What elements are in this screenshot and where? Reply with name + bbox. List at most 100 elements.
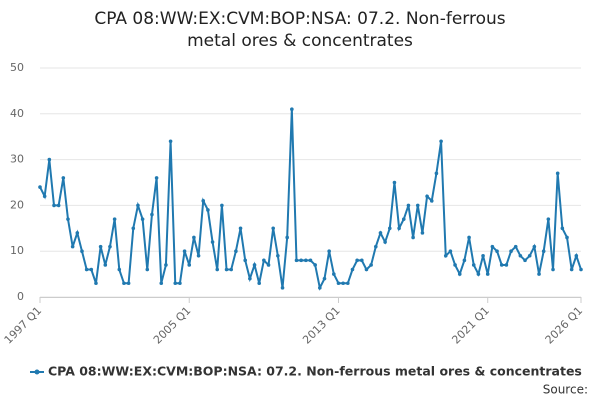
point xyxy=(527,253,532,258)
x-tick-label: 2013 Q1 xyxy=(300,304,343,347)
point xyxy=(206,208,210,212)
point xyxy=(485,272,490,276)
point xyxy=(406,203,411,208)
x-tick-label: 2021 Q1 xyxy=(449,304,492,347)
point xyxy=(182,249,187,253)
point xyxy=(574,253,579,258)
point xyxy=(355,258,359,263)
point xyxy=(201,199,206,203)
point xyxy=(56,203,61,208)
point xyxy=(471,263,476,267)
point xyxy=(280,286,285,290)
point xyxy=(476,272,481,276)
point xyxy=(313,263,317,267)
legend-marker xyxy=(34,369,40,375)
point xyxy=(61,176,66,180)
point xyxy=(546,217,551,221)
point xyxy=(490,244,495,249)
point xyxy=(234,249,238,253)
point xyxy=(387,226,392,231)
point xyxy=(360,258,364,263)
point xyxy=(131,226,136,231)
point xyxy=(504,263,509,267)
point xyxy=(425,194,429,199)
point xyxy=(579,267,583,272)
point xyxy=(499,263,504,267)
x-tick-label: 1997 Q1 xyxy=(2,304,45,347)
point xyxy=(299,258,303,263)
point xyxy=(411,235,415,240)
x-tick-label: 2026 Q1 xyxy=(543,304,586,347)
point xyxy=(262,258,266,263)
point xyxy=(373,244,378,249)
legend-label: CPA 08:WW:EX:CVM:BOP:NSA: 07.2. Non-ferr… xyxy=(48,364,582,379)
point xyxy=(52,203,56,208)
point xyxy=(122,281,126,286)
point xyxy=(224,267,229,272)
x-tick-label: 2005 Q1 xyxy=(151,304,194,347)
point xyxy=(462,258,467,263)
point xyxy=(210,240,215,244)
point xyxy=(434,171,439,176)
chart-title: CPA 08:WW:EX:CVM:BOP:NSA: 07.2. Non-ferr… xyxy=(94,9,506,51)
point xyxy=(336,281,341,286)
point xyxy=(322,276,327,281)
point xyxy=(467,235,471,240)
point xyxy=(173,281,178,286)
point xyxy=(397,226,401,231)
point xyxy=(346,281,350,286)
point xyxy=(220,203,224,208)
point xyxy=(401,217,406,221)
point xyxy=(429,199,434,203)
point xyxy=(252,263,257,267)
point xyxy=(551,267,555,272)
point xyxy=(453,263,457,267)
point xyxy=(66,217,70,221)
point xyxy=(136,203,140,208)
point xyxy=(145,267,150,272)
point xyxy=(383,240,387,244)
point xyxy=(248,276,252,281)
point xyxy=(178,281,182,286)
point xyxy=(537,272,541,276)
point xyxy=(271,226,275,231)
point xyxy=(285,235,289,240)
point xyxy=(238,226,243,231)
point xyxy=(266,263,271,267)
point xyxy=(448,249,453,253)
point xyxy=(369,263,373,267)
point xyxy=(192,235,196,240)
point xyxy=(439,139,443,144)
point xyxy=(364,267,369,272)
point xyxy=(523,258,527,263)
point xyxy=(187,263,192,267)
point xyxy=(112,217,117,221)
point xyxy=(457,272,462,276)
point xyxy=(560,226,565,231)
point xyxy=(215,267,220,272)
point xyxy=(42,194,47,199)
point xyxy=(38,185,42,189)
point xyxy=(70,244,75,249)
point xyxy=(332,272,336,276)
point xyxy=(443,253,448,258)
point xyxy=(140,217,145,221)
point xyxy=(159,281,164,286)
point xyxy=(569,267,574,272)
y-tick-label: 0 xyxy=(17,290,24,303)
point xyxy=(108,244,112,249)
point xyxy=(532,244,537,249)
point xyxy=(94,281,98,286)
point xyxy=(89,267,94,272)
point xyxy=(415,203,420,208)
point xyxy=(392,180,397,185)
point xyxy=(168,139,173,144)
point xyxy=(420,231,425,235)
point xyxy=(341,281,345,286)
point xyxy=(98,244,103,249)
point xyxy=(126,281,131,286)
point xyxy=(541,249,546,253)
point xyxy=(304,258,308,263)
point xyxy=(117,267,122,272)
